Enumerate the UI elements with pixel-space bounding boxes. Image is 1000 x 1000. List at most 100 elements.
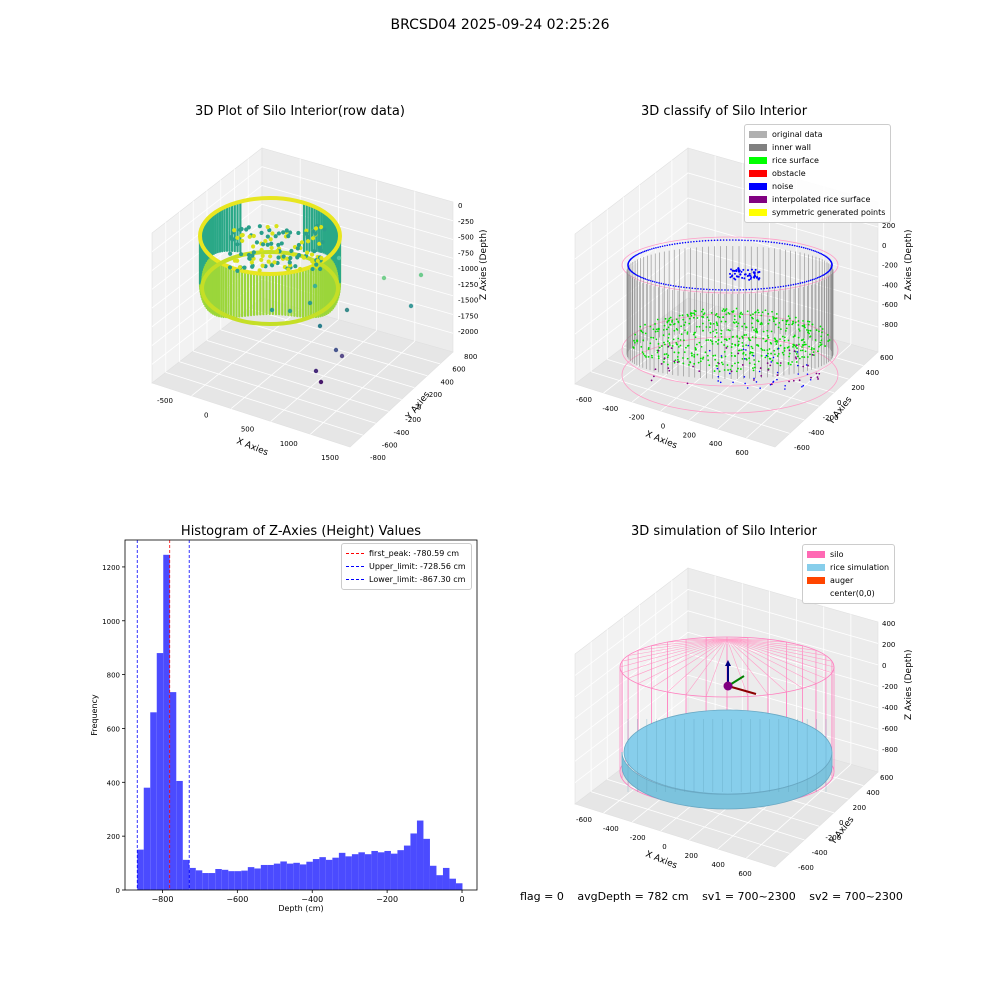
rice-surface-point: [655, 328, 658, 331]
tick-label: 400: [711, 861, 724, 869]
noise-point: [748, 288, 751, 291]
noise-point: [719, 381, 722, 384]
noise-point: [712, 288, 714, 291]
rice-surface-point: [655, 338, 658, 341]
interior-point: [286, 267, 291, 272]
rice-surface-point: [715, 331, 718, 334]
interior-point: [237, 265, 242, 270]
legend-swatch: [807, 564, 825, 571]
rice-surface-point: [753, 363, 756, 366]
tick-label: 400: [866, 369, 879, 377]
noise-point: [812, 249, 815, 252]
legend-item-inner-wall: inner wall: [749, 141, 885, 154]
rice-surface-point: [811, 323, 814, 326]
rice-surface-point: [736, 370, 738, 373]
rice-surface-point: [656, 318, 659, 321]
rice-surface-point: [681, 314, 684, 317]
rice-surface-point: [688, 317, 691, 320]
interior-point: [251, 250, 256, 255]
rice-surface-point: [656, 351, 659, 354]
noise-point: [814, 250, 816, 253]
histogram-bars: [137, 554, 463, 890]
noise-point: [787, 284, 790, 287]
rice-surface-point: [745, 358, 748, 361]
rice-surface-point: [686, 332, 689, 335]
grid-line: [151, 278, 454, 365]
tick-label: -600: [882, 301, 898, 309]
rice-surface-point: [777, 326, 780, 329]
rice-surface-point: [746, 310, 749, 313]
noise-point: [728, 372, 731, 375]
rice-surface-point: [699, 360, 702, 363]
interior-point: [250, 253, 255, 258]
interpolated-point: [811, 353, 814, 356]
noise-point: [773, 241, 775, 244]
rice-surface-point: [658, 346, 661, 349]
histogram-bar: [455, 883, 463, 890]
rice-surface-point: [682, 362, 685, 365]
rice-surface-point: [713, 370, 716, 372]
rice-surface-point: [798, 328, 800, 331]
noise-point: [722, 239, 725, 241]
rice-surface-point: [649, 325, 652, 328]
rice-surface-point: [766, 334, 769, 337]
tick-label: 0: [839, 819, 843, 827]
rice-surface-point: [660, 345, 663, 347]
silo-wire-bottom: [621, 336, 839, 414]
rice-surface-point: [725, 338, 728, 341]
rice-surface-point: [694, 347, 697, 349]
rice-surface-point: [686, 344, 689, 347]
rice-surface-point: [723, 344, 726, 346]
rice-surface-point: [726, 364, 729, 366]
rice-surface-point: [742, 345, 744, 347]
panel2-tick-labels: -600-400-2000200400600-600-400-200020040…: [576, 222, 898, 457]
rice-surface-point: [767, 352, 769, 355]
tick-label: -600: [798, 864, 814, 872]
histogram-bar: [325, 859, 333, 890]
noise-point: [760, 288, 762, 290]
interior-point: [269, 245, 274, 251]
rice-surface-point: [720, 329, 723, 332]
noise-point: [634, 255, 636, 257]
silo-roof-line: [726, 638, 749, 697]
grid-line: [591, 791, 790, 854]
rice-surface-point: [737, 340, 740, 343]
rice-surface-point: [634, 333, 637, 336]
tick-label: -250: [458, 218, 474, 226]
legend-item-original-data: original data: [749, 128, 885, 141]
rice-surface-point: [642, 353, 645, 355]
silo-roof-line: [637, 638, 728, 684]
noise-point: [737, 267, 740, 270]
noise-point: [818, 276, 820, 279]
interior-point: [269, 263, 275, 268]
rice-surface-point: [700, 310, 703, 313]
footer-sv2: sv2 = 700~2300: [809, 890, 903, 903]
interpolated-point: [676, 361, 679, 364]
legend-swatch: [749, 170, 767, 177]
center-marker: [723, 681, 733, 691]
panel1-title: 3D Plot of Silo Interior(row data): [195, 104, 405, 119]
noise-point: [680, 286, 682, 288]
rice-surface-point: [767, 336, 770, 339]
noise-point: [752, 271, 755, 274]
tick-label: -800: [882, 321, 898, 329]
rice-surface-point: [734, 362, 736, 365]
interpolated-point: [753, 379, 755, 381]
rice-surface-point: [761, 311, 764, 314]
histogram-bar: [234, 871, 242, 890]
rice-surface-point: [763, 349, 766, 352]
tick-label: -600: [576, 816, 592, 824]
histogram-bar: [156, 653, 164, 890]
noise-point: [805, 280, 808, 283]
noise-point: [811, 278, 814, 281]
noise-point: [671, 243, 674, 246]
rice-surface-point: [690, 352, 693, 355]
noise-point: [817, 251, 820, 254]
interior-point: [249, 260, 254, 265]
tick-label: -400: [882, 281, 898, 289]
rice-surface-point: [826, 333, 829, 336]
noise-point: [752, 355, 755, 357]
rice-surface-point: [783, 349, 786, 352]
tick-label: -800: [882, 746, 898, 754]
rice-surface-point: [677, 358, 679, 361]
